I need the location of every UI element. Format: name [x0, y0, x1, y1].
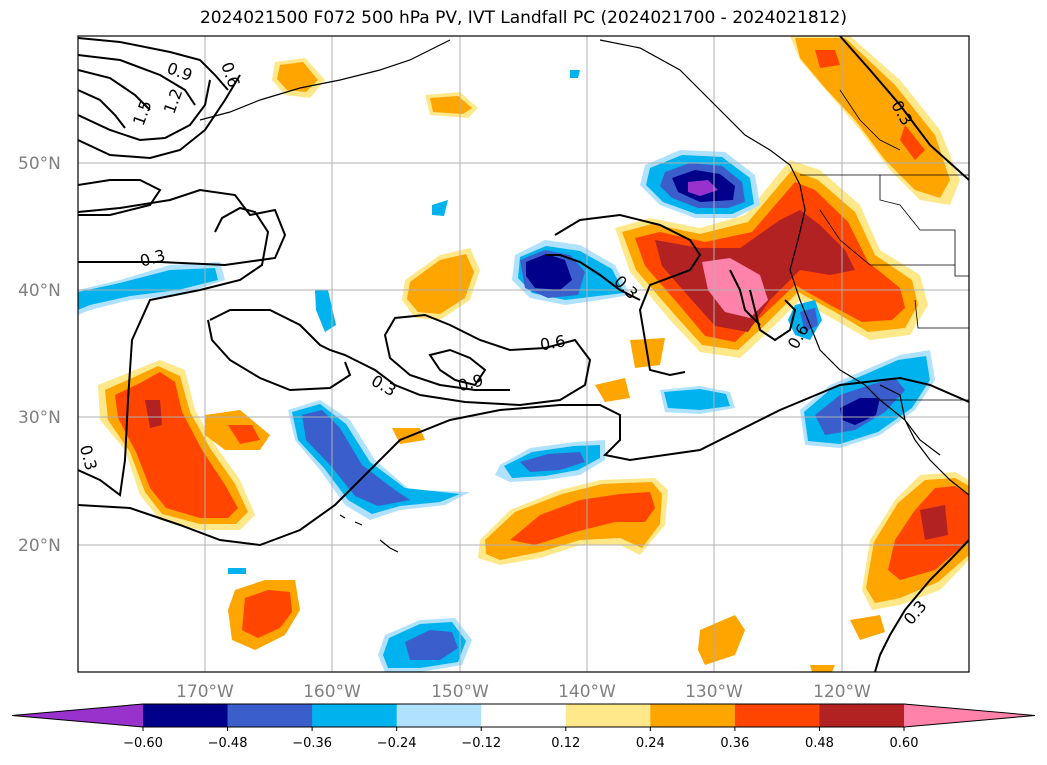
plot-frame: [77, 35, 970, 673]
longitude-label-160w: 160°W: [303, 682, 361, 702]
colorbar-tick-label: −0.12: [461, 736, 501, 751]
latitude-label-40n: 40°N: [18, 281, 61, 301]
positive-anomaly-southeast: [850, 472, 969, 640]
colorbar-tick-label: −0.36: [292, 736, 332, 751]
contour-label: 0.6: [538, 331, 566, 354]
colorbar-segment: [819, 704, 905, 727]
colorbar-segment: [227, 704, 313, 727]
latitude-label-50n: 50°N: [18, 154, 61, 174]
positive-anomaly-central: [478, 478, 668, 565]
colorbar-tick-label: 0.24: [636, 736, 665, 751]
plot-area: [78, 36, 969, 672]
colorbar-extend-max: [904, 704, 1035, 727]
pv-contours: [78, 36, 969, 672]
colorbar-segment: [734, 704, 820, 727]
latitude-label-20n: 20°N: [18, 536, 61, 556]
colorbar-extend-min: [12, 704, 143, 727]
map-title: 2024021500 F072 500 hPa PV, IVT Landfall…: [199, 8, 847, 28]
longitude-label-130w: 130°W: [685, 682, 743, 702]
negative-anomaly-northeast: [640, 150, 760, 218]
colorbar-tick-label: −0.24: [377, 736, 417, 751]
positive-anomaly-west: [98, 360, 270, 530]
colorbar-tick-label: −0.48: [208, 736, 248, 751]
filled-pv-regions: [78, 36, 969, 672]
colorbar-tick-label: 0.48: [805, 736, 834, 751]
longitude-label-140w: 140°W: [558, 682, 616, 702]
colorbar-tick-label: −0.60: [123, 736, 163, 751]
colorbar-tick-label: 0.60: [890, 736, 919, 751]
colorbar-segment: [481, 704, 567, 727]
positive-anomaly-southwest: [228, 580, 300, 650]
latitude-label-30n: 30°N: [18, 408, 61, 428]
colorbar-segment: [396, 704, 482, 727]
graticule: [78, 36, 969, 672]
colorbar: −0.60 −0.48 −0.36 −0.24 −0.12 0.12 0.24 0.36 0.4…: [11, 703, 1036, 751]
colorbar-tick-label: 0.12: [551, 736, 580, 751]
positive-anomaly-main: [615, 160, 928, 358]
colorbar-segment: [565, 704, 651, 727]
longitude-label-170w: 170°W: [176, 682, 234, 702]
negative-anomaly-south: [228, 70, 580, 672]
political-borders: [800, 89, 969, 401]
negative-anomaly-center: [495, 300, 822, 482]
colorbar-segment: [143, 704, 229, 727]
colorbar-segment: [312, 704, 398, 727]
negative-anomaly-diagonal: [288, 400, 470, 520]
coastlines: [199, 39, 969, 553]
colorbar-tick-label: 0.36: [720, 736, 749, 751]
colorbar-segment: [650, 704, 736, 727]
longitude-label-150w: 150°W: [431, 682, 489, 702]
negative-anomaly-west-strip: [78, 262, 336, 332]
negative-anomaly-mid: [512, 240, 630, 305]
longitude-label-120w: 120°W: [813, 682, 871, 702]
